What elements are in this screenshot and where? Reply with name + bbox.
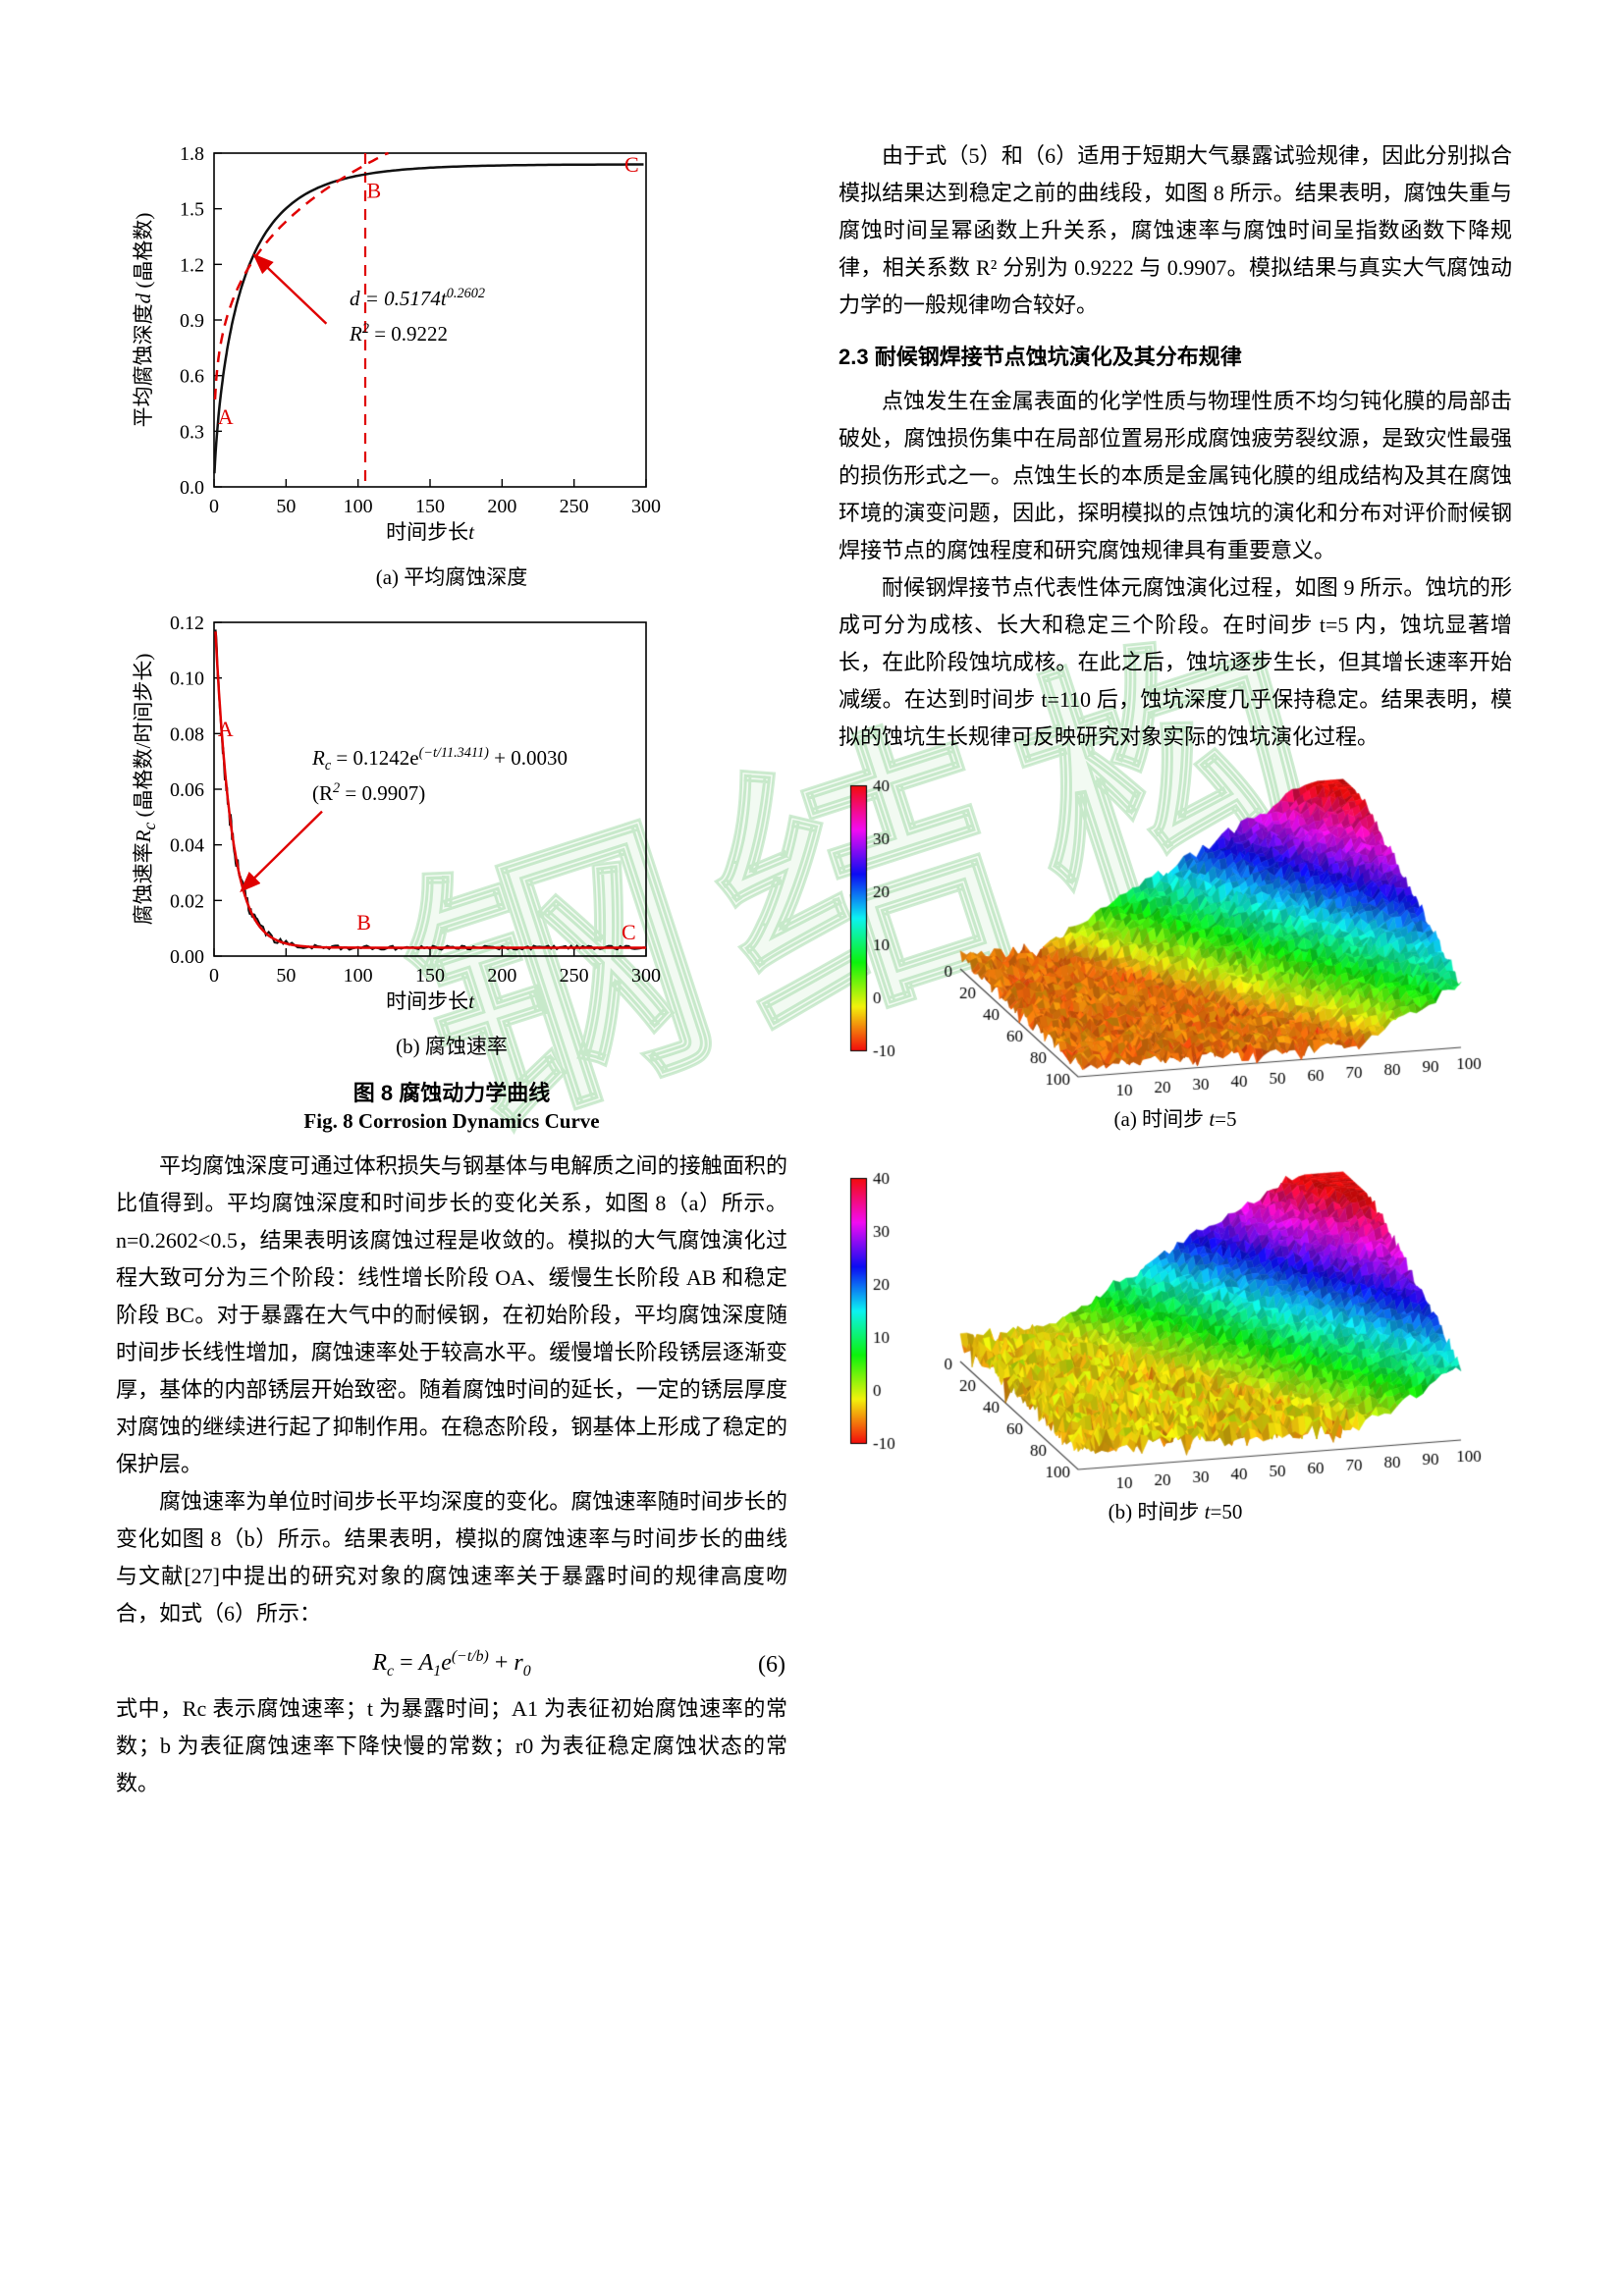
figure-8-caption-en: Fig. 8 Corrosion Dynamics Curve — [303, 1109, 600, 1133]
svg-text:0.9: 0.9 — [180, 310, 204, 332]
equation-body: Rc = A1e(−t/b) + r0 — [372, 1648, 531, 1680]
svg-text:300: 300 — [631, 496, 661, 517]
svg-text:A: A — [218, 404, 234, 429]
svg-text:0.10: 0.10 — [170, 668, 204, 690]
depth-chart-svg: 0 50 100 150 200 250 300 0.0 0.3 0.6 0.9 1.2 1.5 1.8 A… — [180, 143, 661, 517]
section-heading-2-3: 2.3 耐候钢焊接节点蚀坑演化及其分布规律 — [839, 345, 1242, 369]
pit-surface-canvas-t5 — [839, 756, 1510, 1101]
figure-8b: 0 50 100 150 200 250 300 0.00 0.02 0.04 0.06 0.08 0.… — [116, 607, 787, 1060]
svg-text:50: 50 — [276, 496, 296, 517]
y-axis-label-rate: 腐蚀速率Rc (晶格数/时间步长) — [132, 653, 160, 926]
svg-text:C: C — [624, 152, 639, 177]
svg-text:0: 0 — [209, 496, 219, 517]
svg-text:0.6: 0.6 — [180, 366, 204, 388]
svg-text:150: 150 — [415, 965, 445, 987]
figure-9b-caption: (b) 时间步 t=50 — [1108, 1500, 1243, 1523]
body-paragraph-pit-evolution: 耐候钢焊接节点代表性体元腐蚀演化过程，如图 9 所示。蚀坑的形成可分为成核、长大… — [839, 575, 1512, 749]
subfigure-b-caption: (b) 腐蚀速率 — [396, 1035, 508, 1058]
svg-text:100: 100 — [344, 965, 373, 987]
svg-text:1.5: 1.5 — [180, 199, 204, 221]
figure-9b: (b) 时间步 t=50 — [839, 1148, 1512, 1525]
svg-text:0.04: 0.04 — [170, 835, 204, 857]
corrosion-rate-chart: 0 50 100 150 200 250 300 0.00 0.02 0.04 0.06 0.08 0.… — [116, 607, 744, 1029]
svg-text:0.12: 0.12 — [170, 613, 204, 634]
svg-text:0.0: 0.0 — [180, 477, 204, 499]
svg-text:0.06: 0.06 — [170, 779, 204, 801]
x-axis-label-depth: 时间步长t — [386, 520, 474, 544]
svg-text:0.00: 0.00 — [170, 946, 204, 968]
y-axis-label-depth: 平均腐蚀深度d (晶格数) — [132, 212, 155, 428]
x-axis-label-rate: 时间步长t — [386, 989, 474, 1013]
corrosion-depth-chart: 0 50 100 150 200 250 300 0.0 0.3 0.6 0.9 1.2 1.5 1.8 A… — [116, 137, 744, 560]
pit-surface-canvas-t50 — [839, 1148, 1510, 1494]
svg-text:1.2: 1.2 — [180, 254, 204, 276]
svg-text:150: 150 — [415, 496, 445, 517]
svg-text:C: C — [622, 920, 636, 944]
right-column: 由于式（5）和（6）适用于短期大气暴露试验规律，因此分别拟合模拟结果达到稳定之前… — [839, 137, 1512, 1541]
svg-text:300: 300 — [631, 965, 661, 987]
body-paragraph-depth-discussion: 平均腐蚀深度可通过体积损失与钢基体与电解质之间的接触面积的比值得到。平均腐蚀深度… — [116, 1153, 787, 1476]
equation-6: Rc = A1e(−t/b) + r0 (6) — [116, 1648, 787, 1680]
svg-text:100: 100 — [344, 496, 373, 517]
svg-text:B: B — [356, 910, 371, 934]
body-paragraph-fit-results: 由于式（5）和（6）适用于短期大气暴露试验规律，因此分别拟合模拟结果达到稳定之前… — [839, 143, 1512, 317]
svg-text:0: 0 — [209, 965, 219, 987]
figure-9a: (a) 时间步 t=5 — [839, 756, 1512, 1133]
figure-8-caption-zh: 图 8 腐蚀动力学曲线 — [352, 1081, 551, 1105]
svg-text:200: 200 — [487, 965, 516, 987]
fit-equation-annotation-rate: Rc = 0.1242e(−t/11.3411) + 0.0030 (R2 = … — [312, 745, 568, 805]
svg-text:0.3: 0.3 — [180, 421, 204, 443]
figure-9a-caption: (a) 时间步 t=5 — [1113, 1107, 1237, 1131]
rate-chart-svg: 0 50 100 150 200 250 300 0.00 0.02 0.04 0.06 0.08 0.… — [170, 613, 661, 987]
svg-text:0.02: 0.02 — [170, 890, 204, 912]
fit-equation-annotation-depth: d = 0.5174t0.2602 R2 = 0.9222 — [350, 286, 485, 346]
svg-text:250: 250 — [560, 496, 589, 517]
svg-text:250: 250 — [560, 965, 589, 987]
left-column: 0 50 100 150 200 250 300 0.0 0.3 0.6 0.9 1.2 1.5 1.8 A… — [116, 137, 787, 1802]
svg-text:200: 200 — [487, 496, 516, 517]
svg-text:A: A — [218, 717, 234, 741]
svg-text:B: B — [366, 178, 381, 202]
figure-8a: 0 50 100 150 200 250 300 0.0 0.3 0.6 0.9 1.2 1.5 1.8 A… — [116, 137, 787, 591]
svg-text:1.8: 1.8 — [180, 143, 204, 165]
body-paragraph-symbol-definitions: 式中，Rc 表示腐蚀速率；t 为暴露时间；A1 为表征初始腐蚀速率的常数；b 为… — [116, 1696, 787, 1795]
svg-text:50: 50 — [276, 965, 296, 987]
body-paragraph-pitting-intro: 点蚀发生在金属表面的化学性质与物理性质不均匀钝化膜的局部击破处，腐蚀损伤集中在局… — [839, 389, 1512, 562]
equation-number: (6) — [758, 1652, 785, 1678]
subfigure-a-caption: (a) 平均腐蚀深度 — [375, 565, 528, 589]
svg-text:0.08: 0.08 — [170, 723, 204, 745]
body-paragraph-rate-discussion: 腐蚀速率为单位时间步长平均深度的变化。腐蚀速率随时间步长的变化如图 8（b）所示… — [116, 1489, 787, 1626]
